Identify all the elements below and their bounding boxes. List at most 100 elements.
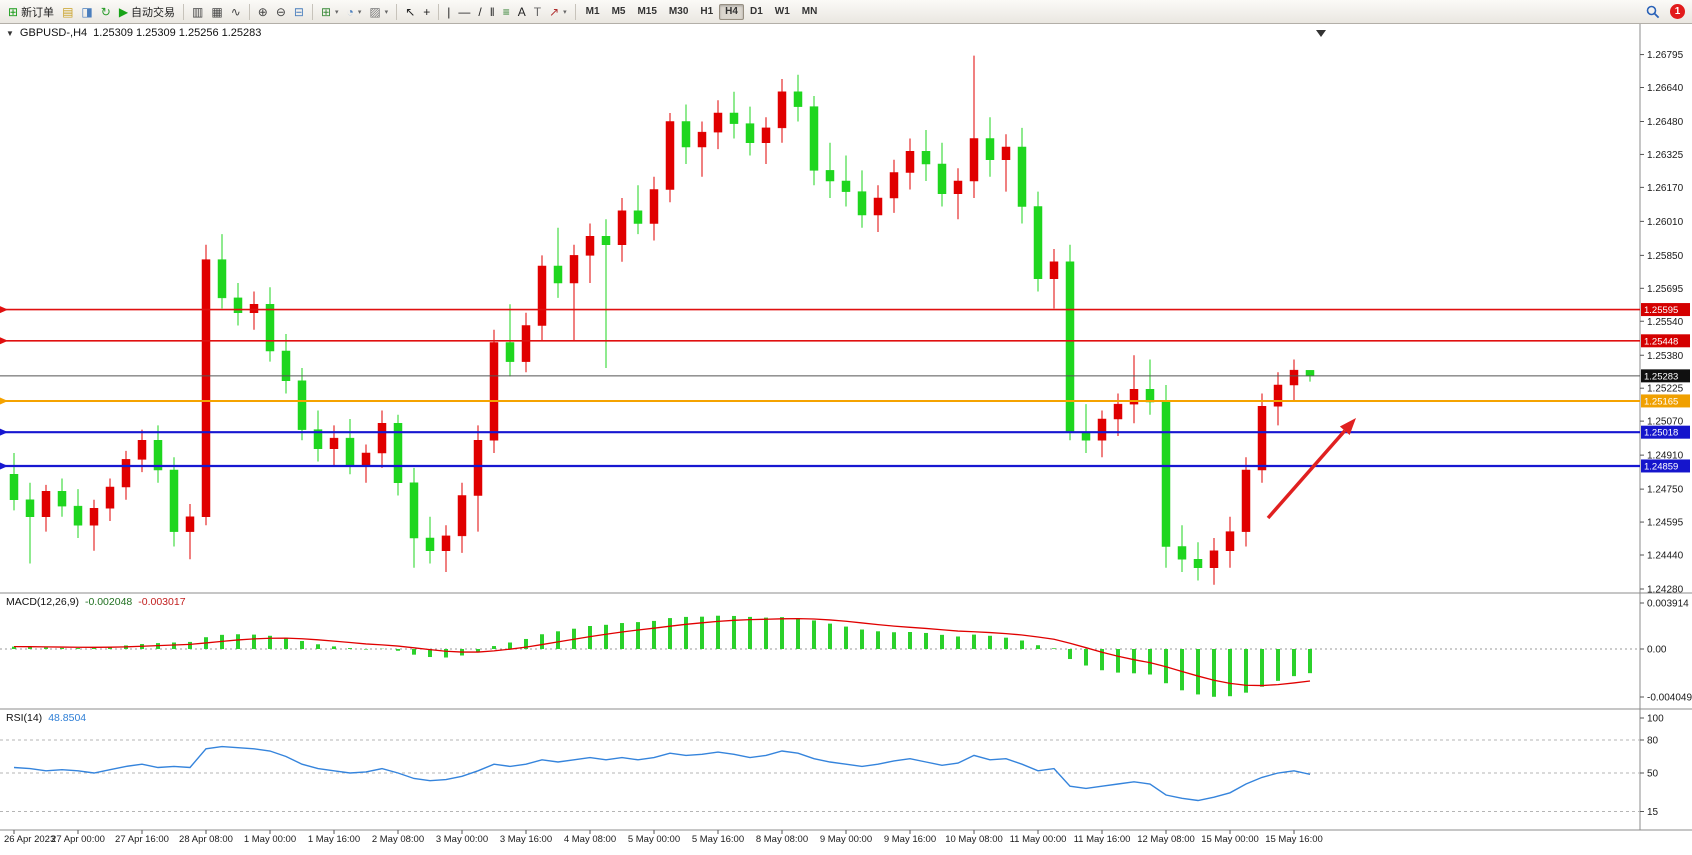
rsi-value: 48.8504 — [48, 712, 87, 724]
label-button[interactable]: T — [530, 2, 545, 22]
svg-text:11 May 00:00: 11 May 00:00 — [1010, 834, 1067, 845]
fibonacci-icon: ≡ — [502, 4, 510, 19]
svg-text:1.24280: 1.24280 — [1647, 585, 1684, 596]
svg-text:80: 80 — [1647, 736, 1659, 747]
text-button[interactable]: A — [514, 2, 530, 22]
tile-windows-icon: ⊟ — [293, 4, 304, 19]
arrows-button[interactable]: ↗ ▾ — [545, 2, 571, 22]
order-chart-icon: ⊞ — [8, 4, 19, 19]
auto-trading-button-label: 自动交易 — [131, 6, 176, 19]
macd-panel: 0.003914 0.00 -0.004049 — [0, 599, 1692, 704]
svg-text:100: 100 — [1647, 714, 1664, 725]
svg-text:1.25695: 1.25695 — [1647, 284, 1684, 295]
auto-trading-button[interactable]: ▶ 自动交易 — [115, 2, 179, 22]
svg-text:27 Apr 00:00: 27 Apr 00:00 — [51, 834, 105, 845]
zoom-out-button[interactable]: ⊖ — [272, 2, 290, 22]
svg-text:1.24750: 1.24750 — [1647, 485, 1684, 496]
timeframe-d1[interactable]: D1 — [744, 4, 769, 20]
svg-text:12 May 08:00: 12 May 08:00 — [1137, 834, 1195, 845]
svg-text:1.26640: 1.26640 — [1647, 83, 1684, 94]
timeframe-m5[interactable]: M5 — [606, 4, 632, 20]
level-lines-layer[interactable]: 1.25595 1.25448 1.25165 1.25018 1.24859 1.252… — [0, 303, 1690, 473]
market-watch-button[interactable]: ▤ — [58, 2, 77, 22]
toolbar-separator — [248, 3, 250, 20]
bars-icon: ▥ — [192, 4, 204, 19]
market-watch-icon: ▤ — [62, 4, 74, 19]
search-button[interactable] — [1642, 1, 1664, 23]
chart-canvas[interactable]: 1.26795 1.26640 1.26480 1.26325 1.26170 1.260… — [0, 24, 1692, 855]
text-icon: A — [517, 4, 526, 19]
new-order-button-label: 新订单 — [21, 6, 55, 19]
candles-icon: ▦ — [211, 4, 223, 19]
navigator-button[interactable]: ↻ — [97, 2, 115, 22]
timeframe-m15[interactable]: M15 — [631, 4, 662, 20]
svg-text:50: 50 — [1647, 769, 1659, 780]
channel-button[interactable]: ‖ — [486, 2, 499, 22]
clock-icon: ◔ — [346, 4, 354, 19]
new-chart-button[interactable]: ⊞ ▾ — [317, 2, 343, 22]
trendline-button[interactable]: / — [474, 2, 485, 22]
timeframe-h1[interactable]: H1 — [694, 4, 719, 20]
toolbar: ⊞ 新订单 ▤ ◨ ↻ ▶ 自动交易 ▥ ▦ ∿ ⊕ ⊖ ⊟ ⊞ ▾ ◔ ▾ ▨ ▾ ↖ + | — / ‖ ≡ A T ↗ ▾ M1 M5… — [0, 0, 1692, 24]
data-window-icon: ◨ — [81, 4, 93, 19]
chevron-down-icon: ▾ — [563, 8, 567, 16]
chart-window[interactable]: 1.26795 1.26640 1.26480 1.26325 1.26170 1.260… — [0, 24, 1692, 855]
chart-symbol-header: ▼ GBPUSD-,H4 1.25309 1.25309 1.25256 1.2… — [6, 27, 261, 39]
ohlc-values: 1.25309 1.25309 1.25256 1.25283 — [93, 27, 262, 39]
timeframe-h4[interactable]: H4 — [719, 3, 744, 20]
svg-text:1.25225: 1.25225 — [1647, 384, 1684, 395]
svg-text:1.25540: 1.25540 — [1647, 317, 1684, 328]
annotations-layer[interactable] — [1266, 418, 1356, 520]
svg-text:15: 15 — [1647, 807, 1659, 818]
toolbar-separator — [183, 3, 185, 20]
zoom-in-button[interactable]: ⊕ — [254, 2, 272, 22]
period-button[interactable]: ◔ ▾ — [343, 2, 366, 22]
toolbar-separator — [574, 3, 576, 20]
rsi-panel: 100 80 50 15 — [0, 714, 1664, 818]
toolbar-separator — [311, 3, 313, 20]
svg-text:5 May 00:00: 5 May 00:00 — [628, 834, 680, 845]
svg-text:1.26010: 1.26010 — [1647, 217, 1684, 228]
crosshair-button[interactable]: + — [419, 2, 434, 22]
vertical-line-icon: | — [447, 4, 451, 19]
trend-arrow[interactable] — [1266, 418, 1356, 520]
svg-text:9 May 16:00: 9 May 16:00 — [884, 834, 936, 845]
svg-text:1.25380: 1.25380 — [1647, 351, 1684, 362]
new-order-button[interactable]: ⊞ 新订单 — [4, 2, 58, 22]
svg-text:8 May 08:00: 8 May 08:00 — [756, 834, 808, 845]
trendline-icon: / — [478, 4, 482, 19]
bar-chart-button[interactable]: ▥ — [188, 2, 207, 22]
svg-text:1.25595: 1.25595 — [1644, 305, 1678, 316]
svg-text:3 May 16:00: 3 May 16:00 — [500, 834, 552, 845]
cursor-icon: ↖ — [405, 4, 416, 19]
zoom-out-icon: ⊖ — [275, 4, 286, 19]
notification-badge[interactable]: 1 — [1670, 4, 1685, 19]
line-chart-button[interactable]: ∿ — [227, 2, 245, 22]
data-window-button[interactable]: ◨ — [77, 2, 96, 22]
svg-text:26 Apr 2023: 26 Apr 2023 — [4, 834, 55, 845]
cursor-button[interactable]: ↖ — [401, 2, 419, 22]
svg-text:1.24910: 1.24910 — [1647, 451, 1684, 462]
timeframe-mn[interactable]: MN — [796, 4, 824, 20]
candles-layer — [9, 55, 1315, 585]
template-button[interactable]: ▨ ▾ — [365, 2, 392, 22]
macd-value: -0.002048 — [84, 596, 133, 608]
timeframe-w1[interactable]: W1 — [769, 4, 796, 20]
fibonacci-button[interactable]: ≡ — [499, 2, 514, 22]
timeframe-m1[interactable]: M1 — [580, 4, 606, 20]
macd-name: MACD(12,26,9) — [6, 596, 79, 608]
tile-windows-button[interactable]: ⊟ — [290, 2, 308, 22]
timeframe-m30[interactable]: M30 — [663, 4, 694, 20]
symbol-period-label: GBPUSD-,H4 — [19, 27, 88, 39]
arrow-up-right-icon: ↗ — [549, 4, 560, 19]
vertical-line-button[interactable]: | — [443, 2, 454, 22]
one-click-trading-toggle[interactable]: ▼ — [6, 28, 14, 38]
svg-text:2 May 08:00: 2 May 08:00 — [372, 834, 424, 845]
horizontal-line-button[interactable]: — — [454, 2, 474, 22]
svg-text:4 May 08:00: 4 May 08:00 — [564, 834, 616, 845]
rsi-header: RSI(14) 48.8504 — [6, 712, 86, 724]
toolbar-separator — [438, 3, 440, 20]
line-icon: ∿ — [230, 4, 241, 19]
candlestick-chart-button[interactable]: ▦ — [207, 2, 226, 22]
svg-text:1.24859: 1.24859 — [1644, 461, 1678, 472]
